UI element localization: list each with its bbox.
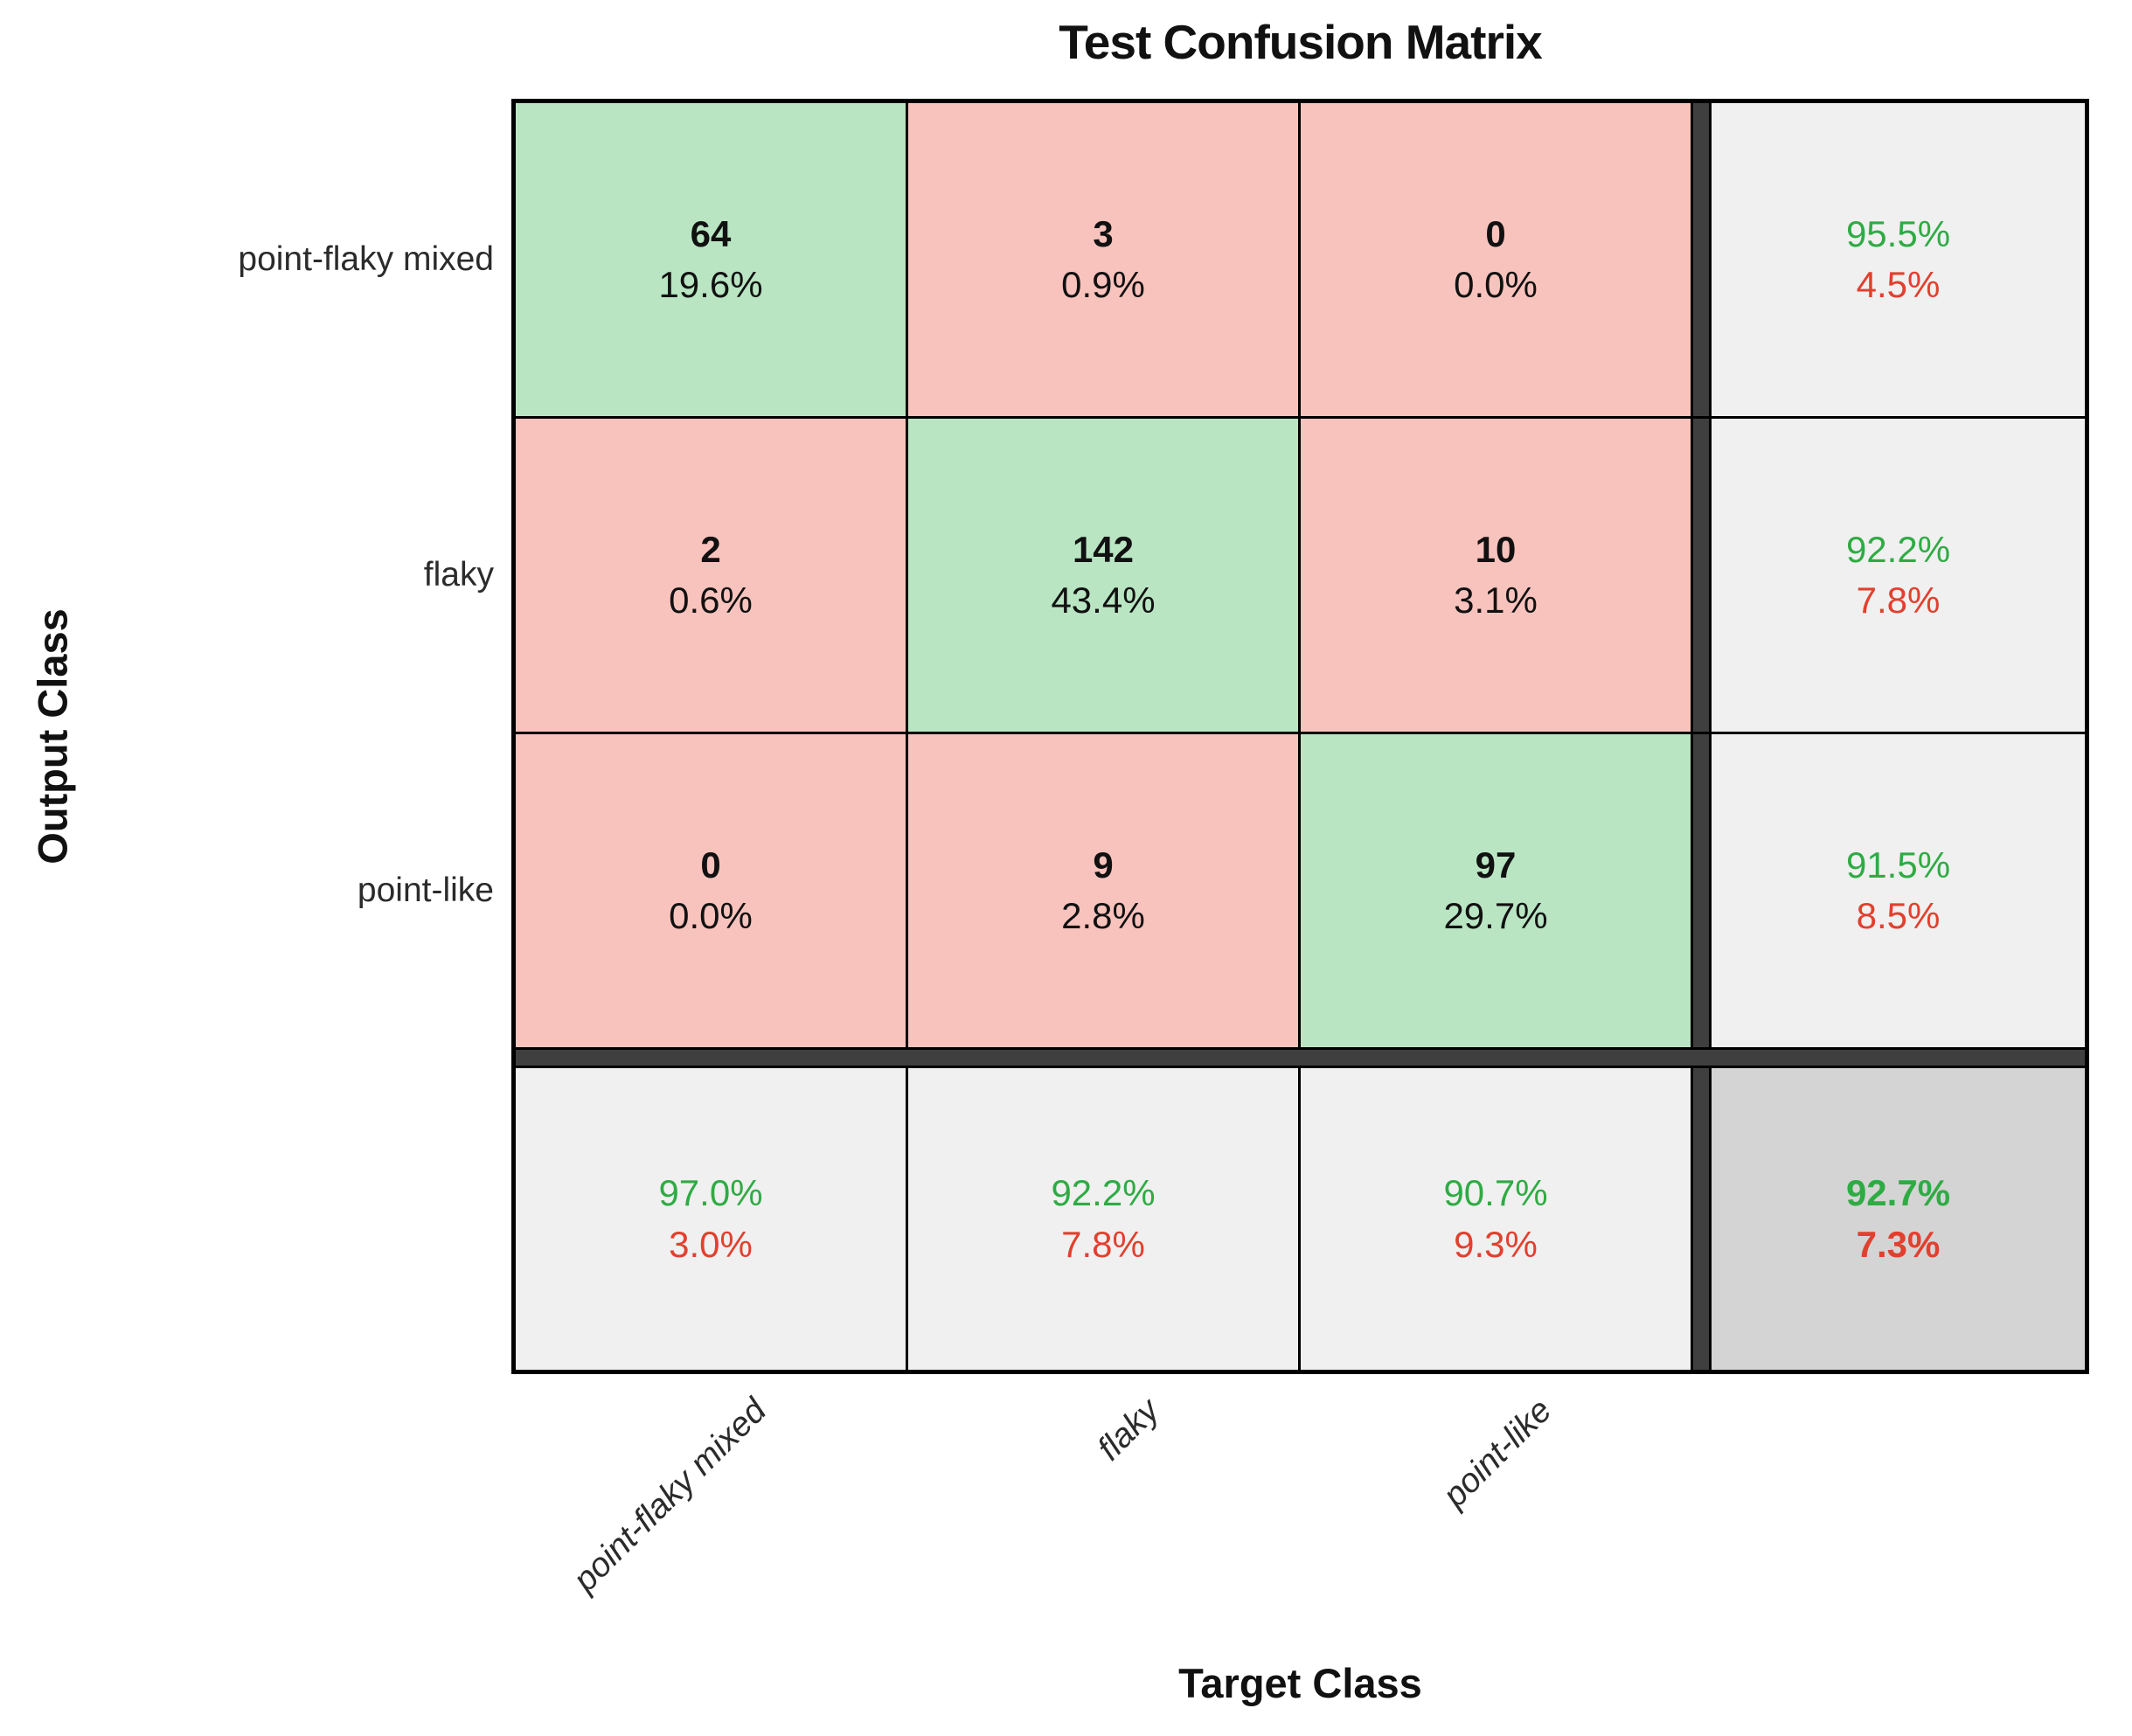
col-summary-0: 97.0% 3.0% (516, 1068, 906, 1370)
matrix-cell-r1c0: 2 0.6% (516, 419, 906, 732)
row-summary-2: 91.5% 8.5% (1712, 734, 2085, 1047)
cell-text-bad: 3.0% (669, 1223, 753, 1265)
x-axis-label: Target Class (1178, 1660, 1422, 1706)
cell-text-bad: 8.5% (1856, 895, 1941, 936)
cell-text-pct: 19.6% (658, 264, 763, 305)
cell-text-pct: 0.0% (1454, 264, 1538, 305)
chart-title: Test Confusion Matrix (1059, 15, 1542, 69)
matrix-cell-r2c1: 9 2.8% (908, 734, 1298, 1047)
cell-text-pct: 29.7% (1443, 895, 1548, 936)
cell-text-count: 9 (1093, 844, 1114, 885)
col-label-0: point-flaky mixed (566, 1392, 774, 1600)
col-label-1: flaky (1090, 1392, 1167, 1469)
cell-text-good: 90.7% (1443, 1172, 1548, 1213)
overall-summary: 92.7% 7.3% (1712, 1068, 2085, 1370)
v-separator (1693, 103, 1709, 416)
cell-text-count: 142 (1072, 528, 1135, 570)
cell-text-good: 95.5% (1845, 212, 1951, 254)
matrix-cell-r1c1: 142 43.4% (908, 419, 1298, 732)
matrix-cell-r1c2: 10 3.1% (1301, 419, 1691, 732)
row-label-2: point-like (357, 871, 494, 909)
cell-text-good: 92.7% (1845, 1172, 1951, 1213)
cell-text-bad: 7.3% (1856, 1223, 1941, 1265)
matrix-grid: 64 19.6% 3 0.9% 0 0.0% 95.5% 4.5% 2 0.6% 142 43.4% 1… (511, 99, 2089, 1374)
cell-text-count: 97 (1475, 844, 1517, 885)
cell-text-count: 0 (1485, 212, 1506, 254)
cell-text-pct: 0.9% (1061, 264, 1145, 305)
cell-text-pct: 0.0% (669, 895, 753, 936)
cell-text-count: 2 (700, 528, 721, 570)
cell-text-count: 3 (1093, 212, 1114, 254)
row-label-0: point-flaky mixed (238, 240, 494, 278)
matrix-cell-r2c0: 0 0.0% (516, 734, 906, 1047)
cell-text-count: 10 (1475, 528, 1517, 570)
cell-text-bad: 4.5% (1856, 264, 1941, 305)
cell-text-bad: 9.3% (1454, 1223, 1538, 1265)
matrix-cell-r0c1: 3 0.9% (908, 103, 1298, 416)
matrix-cell-r2c2: 97 29.7% (1301, 734, 1691, 1047)
h-separator (516, 1050, 2085, 1066)
matrix-cell-r0c2: 0 0.0% (1301, 103, 1691, 416)
cell-text-good: 97.0% (658, 1172, 763, 1213)
v-separator (1693, 734, 1709, 1047)
cell-text-good: 92.2% (1051, 1172, 1156, 1213)
cell-text-pct: 0.6% (669, 580, 753, 621)
col-summary-1: 92.2% 7.8% (908, 1068, 1298, 1370)
cell-text-bad: 7.8% (1061, 1223, 1145, 1265)
cell-text-pct: 3.1% (1454, 580, 1538, 621)
cell-text-count: 0 (700, 844, 721, 885)
cell-text-count: 64 (690, 212, 732, 254)
cell-text-pct: 43.4% (1051, 580, 1156, 621)
row-label-1: flaky (423, 556, 494, 594)
cell-text-bad: 7.8% (1856, 580, 1941, 621)
col-summary-2: 90.7% 9.3% (1301, 1068, 1691, 1370)
cell-text-pct: 2.8% (1061, 895, 1145, 936)
row-summary-0: 95.5% 4.5% (1712, 103, 2085, 416)
matrix-cell-r0c0: 64 19.6% (516, 103, 906, 416)
cell-text-good: 91.5% (1845, 844, 1951, 885)
col-label-2: point-like (1435, 1392, 1559, 1515)
row-summary-1: 92.2% 7.8% (1712, 419, 2085, 732)
v-separator (1693, 419, 1709, 732)
v-separator-bottom (1693, 1068, 1709, 1370)
cell-text-good: 92.2% (1845, 528, 1951, 570)
